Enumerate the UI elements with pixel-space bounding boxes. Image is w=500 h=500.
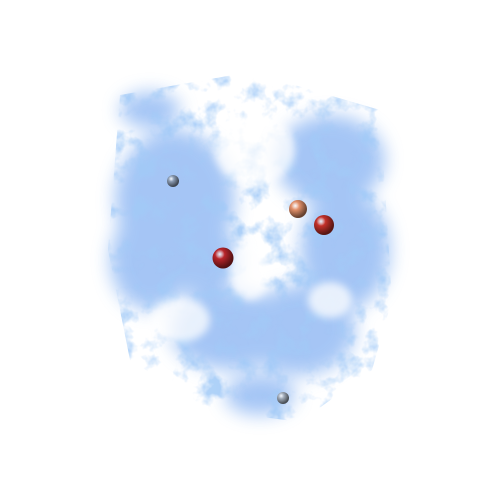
small-gray-sphere-bottom [277,392,289,404]
red-sphere-center [212,247,234,269]
cloud-highlights [150,115,352,342]
small-gray-sphere-upper-left [167,175,179,187]
light-orange-sphere [289,200,307,218]
spheres [167,175,334,404]
red-sphere-right [314,215,334,235]
